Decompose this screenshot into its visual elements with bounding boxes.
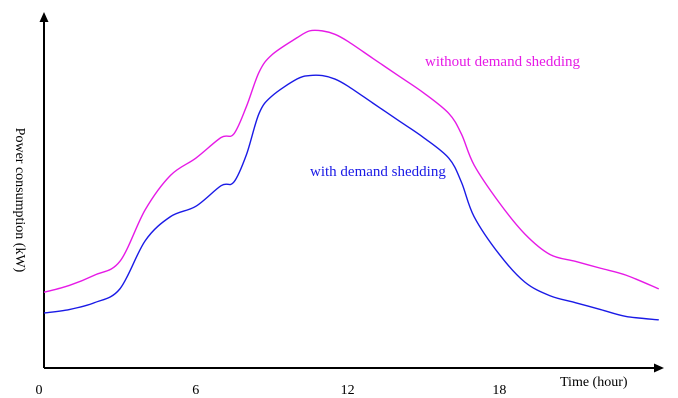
series-line-without-demand-shedding (43, 29, 660, 293)
y-axis-label: Power consumption (kW) (12, 128, 27, 273)
axes (39, 12, 664, 373)
x-axis-label: Time (hour) (560, 375, 628, 390)
series-lines (43, 29, 660, 321)
x-tick-label: 12 (341, 383, 355, 398)
x-tick-label: 18 (492, 383, 506, 398)
series-label-with-demand-shedding: with demand shedding (310, 164, 446, 180)
x-tick-label: 6 (192, 383, 199, 398)
series-label-without-demand-shedding: without demand shedding (425, 54, 580, 70)
series-line-with-demand-shedding (43, 74, 659, 321)
x-tick-labels: 0 6 12 18 (36, 383, 507, 398)
x-tick-label: 0 (36, 383, 43, 398)
x-axis-arrow (654, 363, 664, 373)
y-axis-arrow (39, 12, 49, 22)
